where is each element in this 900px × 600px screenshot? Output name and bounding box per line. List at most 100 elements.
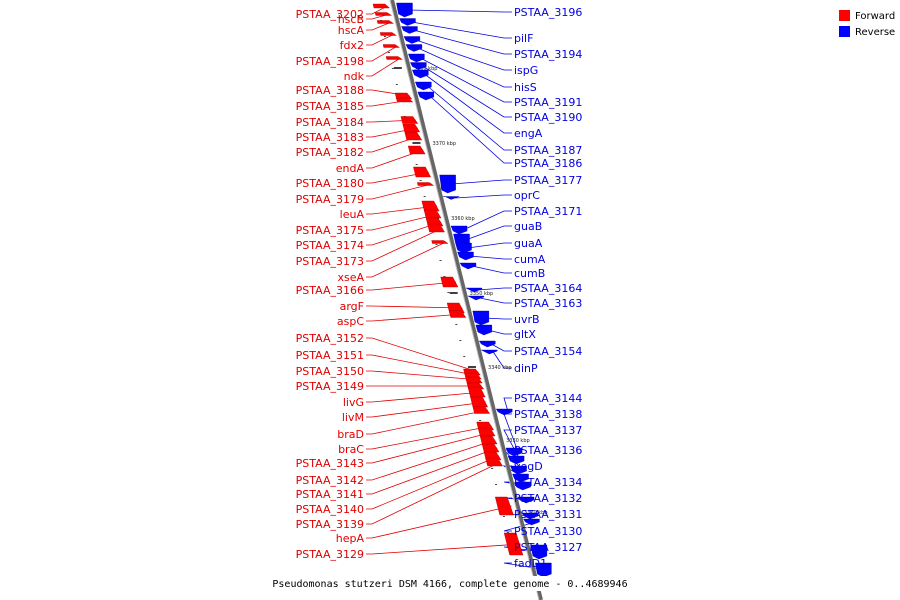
forward-gene-arrow	[382, 44, 401, 48]
forward-gene-arrow	[503, 532, 524, 556]
leader-line	[422, 65, 512, 118]
leader-line	[366, 370, 481, 381]
leader-line	[465, 225, 512, 241]
reverse-gene-arrow	[412, 69, 429, 79]
backbone-line	[390, 0, 543, 600]
scale-dot	[506, 532, 509, 533]
forward-gene-arrow	[423, 209, 442, 219]
gene-label-pstaa-3131: PSTAA_3131	[514, 508, 582, 521]
legend-reverse-swatch	[839, 26, 850, 37]
leader-line	[413, 29, 512, 55]
forward-gene-arrow	[394, 92, 413, 100]
reverse-gene-arrow	[455, 242, 472, 254]
reverse-gene-arrow	[417, 91, 435, 101]
gene-label-hsca: hscA	[338, 24, 365, 37]
forward-gene-arrow	[479, 435, 498, 445]
gene-label-oprc: oprC	[514, 189, 540, 202]
leader-line	[503, 521, 536, 532]
gene-label-hepa: hepA	[336, 532, 365, 545]
scale-dot	[455, 324, 458, 325]
scale-dot	[495, 484, 498, 485]
gene-label-pstaa-3163: PSTAA_3163	[514, 297, 582, 310]
gene-label-ndk: ndk	[344, 70, 365, 83]
gene-label-pstaa-3166: PSTAA_3166	[296, 284, 364, 297]
gene-label-pstaa-3174: PSTAA_3174	[296, 239, 364, 252]
gene-label-pstaa-3139: PSTAA_3139	[296, 518, 364, 531]
leader-line	[491, 343, 512, 352]
forward-gene-arrow	[470, 396, 489, 408]
reverse-gene-arrow	[472, 310, 490, 326]
gene-label-yegd: yegD	[514, 460, 543, 473]
reverse-gene-arrow	[450, 225, 468, 235]
scale-dot	[463, 356, 466, 357]
reverse-gene-arrow	[521, 512, 539, 520]
leader-line	[366, 119, 416, 123]
leader-line	[366, 45, 398, 62]
leader-line	[366, 183, 432, 200]
scale-dot	[419, 180, 422, 181]
leader-lines	[366, 5, 548, 571]
leader-line	[484, 317, 512, 320]
reverse-gene-arrow	[405, 44, 423, 52]
caption-group: Pseudomonas stutzeri DSM 4166, complete …	[272, 576, 628, 591]
gene-label-pstaa-3137: PSTAA_3137	[514, 424, 582, 437]
scale-dot	[502, 516, 505, 517]
gene-label-pstaa-3144: PSTAA_3144	[514, 392, 582, 405]
reverse-gene-arrow	[507, 455, 525, 465]
reverse-gene-arrow	[495, 408, 513, 416]
gene-label-livg: livG	[343, 396, 364, 409]
gene-label-brac: braC	[338, 443, 364, 456]
leader-line	[487, 329, 512, 335]
gene-label-aspc: aspC	[337, 315, 364, 328]
reverse-gene-arrow	[396, 2, 413, 18]
forward-gene-arrow	[404, 131, 423, 141]
forward-gene-arrow	[413, 166, 431, 178]
gene-label-pstaa-3151: PSTAA_3151	[296, 349, 364, 362]
kbp-tick-label: 3350 kbp	[470, 291, 494, 297]
gene-label-pstaa-3179: PSTAA_3179	[296, 193, 364, 206]
reverse-gene-arrow	[517, 496, 535, 504]
genome-backbone	[389, 0, 543, 600]
reverse-gene-arrow	[401, 26, 418, 34]
reverse-gene-arrow	[457, 251, 474, 261]
legend: Forward Reverse	[839, 10, 895, 38]
kbp-tick-label: 3380 kbp	[414, 66, 438, 72]
leader-line	[366, 149, 424, 169]
reverse-gene-arrow	[535, 562, 552, 578]
gene-label-pstaa-3142: PSTAA_3142	[296, 474, 364, 487]
scale-dot	[415, 164, 418, 165]
forward-gene-arrow	[396, 97, 414, 103]
forward-gene-arrow	[407, 145, 426, 155]
gene-label-pstaa-3186: PSTAA_3186	[514, 157, 582, 170]
gene-label-pstaa-3188: PSTAA_3188	[296, 84, 364, 97]
forward-gene-arrow	[379, 32, 398, 36]
gene-label-pstaa-3187: PSTAA_3187	[514, 144, 582, 157]
legend-forward-swatch	[839, 10, 850, 21]
leader-line	[366, 461, 501, 525]
leader-line	[366, 447, 498, 495]
scale-dot	[423, 196, 426, 197]
gene-label-guaa: guaA	[514, 237, 543, 250]
leader-line	[424, 73, 512, 134]
gene-label-ispg: ispG	[514, 64, 538, 77]
leader-line	[415, 39, 512, 71]
leader-line	[366, 127, 418, 138]
leader-line	[366, 205, 438, 215]
gene-label-dinp: dinP	[514, 362, 538, 375]
leader-line	[366, 439, 496, 481]
leader-line	[366, 221, 442, 246]
leader-line	[366, 135, 420, 153]
forward-gene-arrow	[472, 406, 491, 414]
kbp-tick-label: 3360 kbp	[451, 216, 475, 222]
forward-gene-arrow	[481, 443, 500, 453]
forward-gene-arrow	[417, 182, 435, 186]
gene-label-pstaa-3150: PSTAA_3150	[296, 365, 364, 378]
reverse-gene-arrow	[459, 262, 477, 270]
reverse-gene-arrow	[478, 340, 496, 348]
forward-gene-arrow	[467, 386, 486, 398]
gene-label-pstaa-3173: PSTAA_3173	[296, 255, 364, 268]
forward-gene-arrow	[374, 12, 393, 16]
scale-dot	[491, 468, 494, 469]
leader-line	[366, 505, 512, 539]
gene-label-hiss: hisS	[514, 81, 537, 94]
